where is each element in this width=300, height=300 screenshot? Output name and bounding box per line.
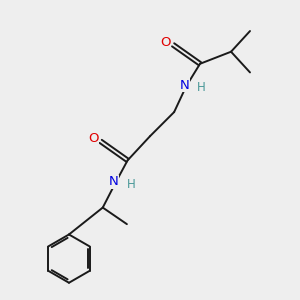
Text: N: N xyxy=(109,175,119,188)
Text: N: N xyxy=(180,79,189,92)
Text: H: H xyxy=(127,178,135,191)
Text: O: O xyxy=(88,133,98,146)
Text: H: H xyxy=(197,81,206,94)
Text: O: O xyxy=(160,36,171,49)
